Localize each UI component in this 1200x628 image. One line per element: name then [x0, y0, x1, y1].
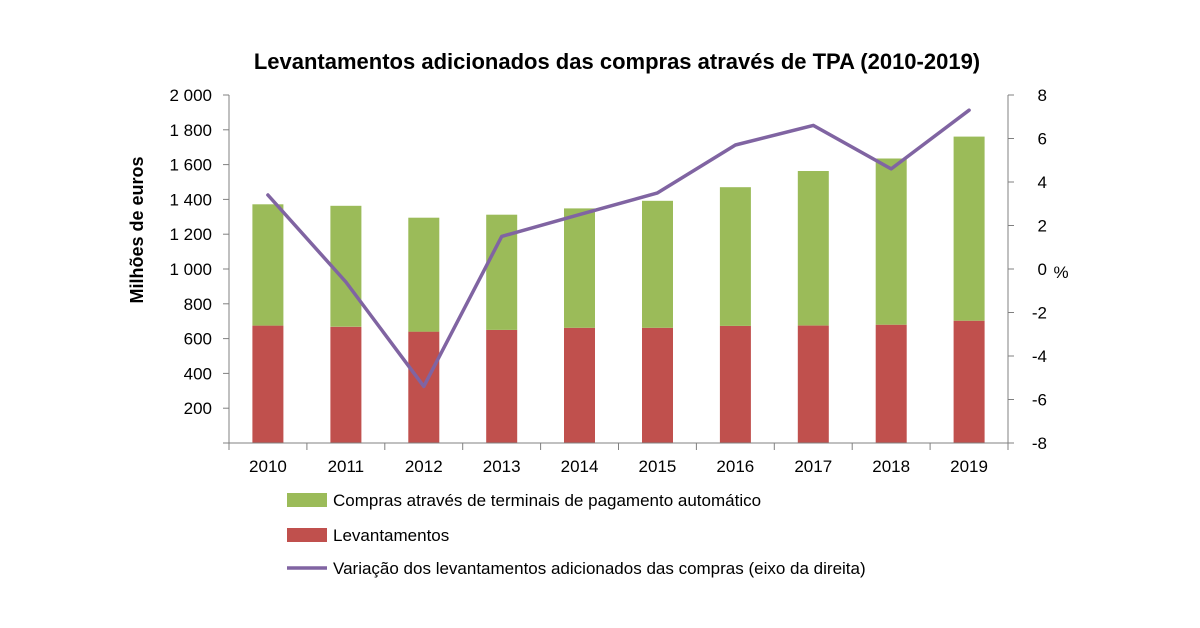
bar-compras-2010 [252, 204, 284, 326]
x-tick-label-2017: 2017 [794, 457, 832, 476]
y-tick-label-left: 2 000 [169, 86, 212, 105]
x-tick-label-2019: 2019 [950, 457, 988, 476]
y-tick-label-left: 600 [184, 330, 212, 349]
bar-compras-2011 [330, 205, 362, 327]
bar-compras-2014 [564, 208, 595, 328]
bar-compras-2015 [642, 200, 673, 328]
legend-swatch-levantamentos [287, 528, 327, 542]
line-variacao [266, 108, 971, 389]
bar-levantamentos-2010 [252, 325, 284, 443]
bar-levantamentos-2011 [330, 326, 362, 443]
bar-levantamentos-2018 [875, 324, 907, 443]
x-tick-label-2016: 2016 [716, 457, 754, 476]
y-tick-label-right: 0 [1038, 260, 1047, 279]
x-tick-label-2018: 2018 [872, 457, 910, 476]
legend: Compras através de terminais de pagament… [287, 491, 866, 578]
legend-swatch-compras [287, 493, 327, 507]
bar-levantamentos-2016 [719, 325, 751, 443]
x-tick-label-2014: 2014 [561, 457, 599, 476]
legend-label: Compras através de terminais de pagament… [333, 491, 761, 510]
bar-levantamentos-2017 [797, 325, 829, 443]
y-tick-label-right: -6 [1032, 391, 1047, 410]
y-tick-label-left: 1 400 [169, 190, 212, 209]
bar-levantamentos-2019 [953, 320, 985, 443]
legend-label: Variação dos levantamentos adicionados d… [333, 559, 866, 578]
y-tick-label-right: 2 [1038, 217, 1047, 236]
x-tick-label-2013: 2013 [483, 457, 521, 476]
y-tick-label-right: -4 [1032, 347, 1047, 366]
bar-compras-2017 [797, 171, 829, 326]
y-tick-label-left: 1 800 [169, 121, 212, 140]
bar-compras-2019 [953, 136, 985, 321]
x-tick-label-2015: 2015 [639, 457, 677, 476]
y-tick-label-left: 200 [184, 399, 212, 418]
bar-compras-2012 [408, 217, 440, 332]
bar-compras-2018 [875, 158, 907, 325]
y-tick-label-left: 1 000 [169, 260, 212, 279]
x-tick-label-2011: 2011 [328, 457, 365, 476]
y-tick-label-right: 6 [1038, 130, 1047, 149]
y-tick-label-right: -8 [1032, 434, 1047, 453]
y-tick-label-left: 800 [184, 295, 212, 314]
y-tick-label-left: 1 200 [169, 225, 212, 244]
y-tick-label-right: 8 [1038, 86, 1047, 105]
bar-levantamentos-2014 [564, 327, 595, 443]
y-axis-title: Milhões de euros [127, 156, 147, 303]
chart-title: Levantamentos adicionados das compras at… [254, 49, 980, 74]
bar-compras-2016 [719, 187, 751, 326]
bar-levantamentos-2015 [642, 327, 673, 443]
y-tick-label-left: 400 [184, 364, 212, 383]
y-axis-right-title: % [1053, 263, 1068, 282]
y-tick-label-right: -2 [1032, 304, 1047, 323]
y-tick-label-right: 4 [1038, 173, 1047, 192]
x-tick-label-2010: 2010 [249, 457, 287, 476]
bar-levantamentos-2013 [486, 329, 518, 443]
plot-area: 200 400 600 800 1 000 1 200 1 400 1 600 1 800 2 0… [169, 86, 1047, 476]
legend-label: Levantamentos [333, 526, 449, 545]
y-tick-label-left: 1 600 [169, 156, 212, 175]
x-tick-label-2012: 2012 [405, 457, 443, 476]
